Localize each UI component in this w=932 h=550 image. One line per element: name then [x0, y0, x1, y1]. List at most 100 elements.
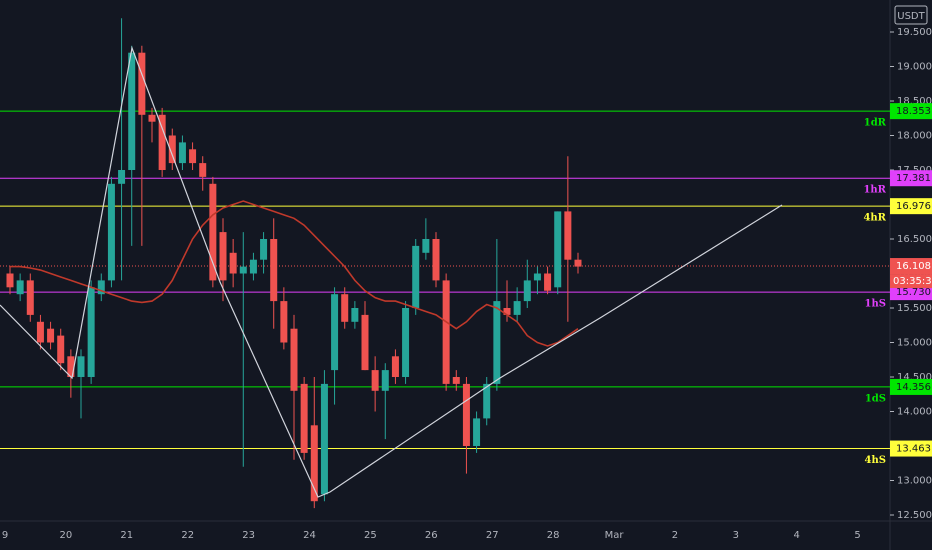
x-tick-label: 27	[486, 530, 499, 541]
level-name: 4hS	[865, 455, 886, 466]
candle-body	[199, 163, 207, 177]
candle-body	[87, 287, 95, 377]
candle-body	[270, 239, 278, 302]
price-box-label: 16.108	[896, 261, 931, 272]
candle-body	[412, 245, 420, 308]
candle-body	[300, 383, 308, 453]
candle-body	[148, 114, 156, 122]
candle-body	[77, 356, 85, 377]
candle-body	[391, 356, 399, 377]
price-box-label: 14.356	[896, 382, 931, 393]
candle-body	[57, 335, 65, 364]
trend-line	[0, 45, 783, 498]
price-box	[890, 378, 932, 395]
candle-body	[331, 294, 339, 371]
price-box	[890, 170, 932, 187]
x-tick-label: 5	[854, 530, 860, 541]
candle-body	[249, 259, 257, 274]
candle-body	[442, 280, 450, 384]
candle-body	[493, 301, 501, 384]
x-tick-label: 23	[242, 530, 255, 541]
x-tick-label: 9	[2, 530, 8, 541]
candle-body	[381, 370, 389, 391]
candle-body	[97, 280, 105, 295]
x-tick-label: 20	[60, 530, 73, 541]
y-tick-label: 15.500	[897, 303, 932, 314]
currency-box	[894, 5, 928, 25]
candle-body	[219, 232, 227, 281]
trend-lines	[0, 45, 783, 498]
price-box-label: 17.381	[896, 173, 931, 184]
x-tick-label: 24	[303, 530, 316, 541]
price-box-label: 15.730	[896, 287, 931, 298]
y-tick-label: 15.000	[897, 338, 932, 349]
level-name: 4hR	[863, 213, 886, 224]
price-box	[890, 198, 932, 215]
price-box	[890, 440, 932, 457]
x-tick-label: 28	[547, 530, 560, 541]
x-tick-label: Mar	[605, 530, 625, 541]
candle-body	[320, 383, 328, 495]
candle-body	[26, 280, 34, 315]
y-tick-label: 19.000	[897, 62, 932, 73]
candle-body	[422, 239, 430, 253]
x-tick-label: 2	[672, 530, 678, 541]
price-box-label: 18.353	[896, 106, 931, 117]
candle-body	[178, 142, 186, 164]
candle-body	[168, 135, 176, 164]
price-box	[890, 284, 932, 301]
moving-average	[10, 200, 579, 347]
candle-body	[67, 356, 75, 377]
y-tick-label: 12.500	[897, 510, 932, 521]
y-tick-label: 14.000	[897, 407, 932, 418]
candle-body	[189, 149, 197, 164]
candle-body	[452, 377, 460, 384]
countdown: 03:35:31	[893, 276, 932, 287]
candle-body	[503, 308, 511, 315]
level-name: 1dR	[864, 118, 887, 129]
candle-body	[138, 52, 146, 115]
candle-body	[341, 294, 349, 322]
x-tick-label: 21	[120, 530, 133, 541]
y-tick-label: 16.500	[897, 234, 932, 245]
candle-body	[6, 273, 14, 288]
y-tick-label: 13.000	[897, 476, 932, 487]
plot-area: 1dR 1hR 4hR 1hS 1dS 4hS	[0, 18, 890, 509]
y-tick-label: 14.500	[897, 372, 932, 383]
candle-body	[118, 170, 126, 184]
candle-body	[564, 211, 572, 260]
price-axis: 19.50019.00018.50018.00017.50017.00016.5…	[890, 27, 932, 521]
level-name: 1hR	[863, 185, 886, 196]
candle-body	[371, 370, 379, 391]
candle-body	[574, 259, 582, 267]
x-tick-label: 3	[733, 530, 739, 541]
candle-body	[260, 239, 268, 260]
candle-body	[473, 418, 481, 446]
candle-body	[523, 280, 531, 302]
x-tick-label: 4	[794, 530, 800, 541]
candle-body	[554, 211, 562, 288]
y-tick-label: 18.000	[897, 131, 932, 142]
candle-body	[351, 308, 359, 322]
candle-body	[128, 52, 136, 171]
candle-body	[432, 239, 440, 281]
candle-body	[36, 321, 44, 343]
price-box	[890, 258, 932, 275]
countdown-box	[890, 274, 932, 289]
candle-body	[361, 314, 369, 371]
candle-body	[544, 273, 552, 291]
y-tick-label: 19.500	[897, 27, 932, 38]
candle-body	[16, 280, 24, 295]
candle-body	[402, 308, 410, 377]
price-box-label: 16.976	[896, 201, 931, 212]
candle-body	[290, 328, 298, 391]
y-tick-label: 18.500	[897, 96, 932, 107]
price-box-label: 13.463	[896, 444, 931, 455]
candle-body	[107, 183, 115, 281]
currency-label: USDT	[897, 11, 925, 22]
candle-body	[533, 273, 541, 281]
candle-body	[310, 425, 318, 502]
x-tick-label: 26	[425, 530, 438, 541]
